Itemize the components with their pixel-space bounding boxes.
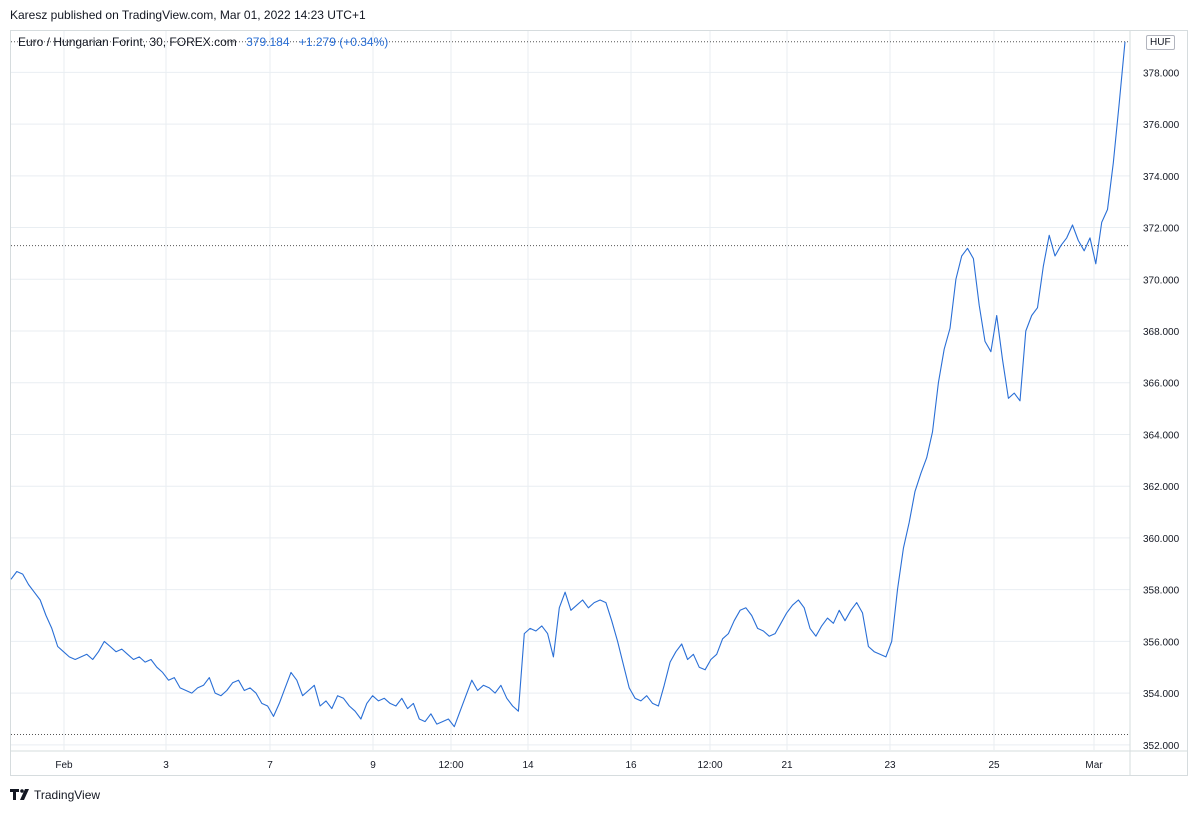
- brand-label: TradingView: [34, 788, 101, 802]
- x-tick-label: 7: [267, 760, 273, 771]
- y-tick-label: 370.000: [1143, 275, 1180, 286]
- x-tick-label: 9: [370, 760, 376, 771]
- y-tick-label: 366.000: [1143, 379, 1180, 390]
- symbol-name: Euro / Hungarian Forint, 30, FOREX.com: [18, 35, 237, 49]
- y-tick-label: 376.000: [1143, 120, 1180, 131]
- chart-frame: [10, 30, 1188, 776]
- publisher-caption: Karesz published on TradingView.com, Mar…: [10, 8, 366, 22]
- x-tick-label: 14: [522, 760, 534, 771]
- price-series-line: [10, 41, 1126, 728]
- x-tick-label: Mar: [1085, 760, 1103, 771]
- x-tick-label: 16: [625, 760, 637, 771]
- price-change: +1.279 (+0.34%): [298, 35, 389, 49]
- tradingview-brand[interactable]: TradingView: [10, 788, 100, 802]
- x-tick-label: 12:00: [697, 760, 722, 771]
- symbol-legend: Euro / Hungarian Forint, 30, FOREX.com 3…: [18, 35, 388, 49]
- y-tick-label: 378.000: [1143, 68, 1180, 79]
- y-tick-label: 362.000: [1143, 482, 1180, 493]
- tradingview-logo-icon: [10, 789, 29, 800]
- x-tick-label: 23: [884, 760, 896, 771]
- y-tick-label: 364.000: [1143, 430, 1180, 441]
- y-tick-label: 372.000: [1143, 224, 1180, 235]
- x-tick-label: 21: [781, 760, 793, 771]
- y-tick-label: 360.000: [1143, 534, 1180, 545]
- x-tick-label: 25: [988, 760, 1000, 771]
- x-tick-label: Feb: [55, 760, 73, 771]
- x-tick-label: 12:00: [438, 760, 463, 771]
- y-tick-label: 352.000: [1143, 741, 1180, 752]
- y-tick-label: 356.000: [1143, 637, 1180, 648]
- y-tick-label: 358.000: [1143, 586, 1180, 597]
- x-tick-label: 3: [163, 760, 169, 771]
- y-tick-label: 368.000: [1143, 327, 1180, 338]
- y-tick-label: 374.000: [1143, 172, 1180, 183]
- y-tick-label: 354.000: [1143, 689, 1180, 700]
- currency-badge[interactable]: HUF: [1146, 35, 1175, 50]
- last-price: 379.184: [246, 35, 290, 49]
